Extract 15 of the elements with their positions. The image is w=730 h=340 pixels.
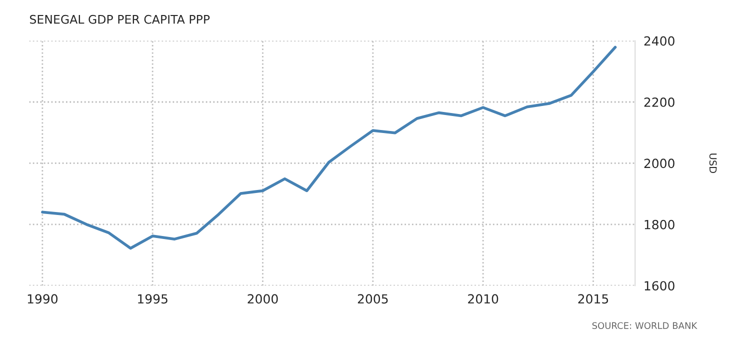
y-tick-label: 2000 [644, 158, 674, 168]
x-tick-label: 1995 [138, 294, 168, 304]
x-tick-label: 2010 [468, 294, 498, 304]
chart-title: SENEGAL GDP PER CAPITA PPP [30, 14, 210, 24]
x-tick-label: 2000 [248, 294, 278, 304]
line-series [41, 46, 617, 250]
y-tick-label: 1800 [644, 220, 674, 230]
x-tick-label: 2005 [358, 294, 388, 304]
y-tick-label: 1600 [644, 281, 674, 291]
x-tick-label: 2015 [578, 294, 608, 304]
y-axis-title: USD [709, 154, 717, 174]
x-tick-label: 1990 [28, 294, 58, 304]
y-tick-label: 2200 [644, 97, 674, 107]
y-tick-label: 2400 [644, 36, 674, 46]
source-note: SOURCE: WORLD BANK [592, 322, 698, 330]
